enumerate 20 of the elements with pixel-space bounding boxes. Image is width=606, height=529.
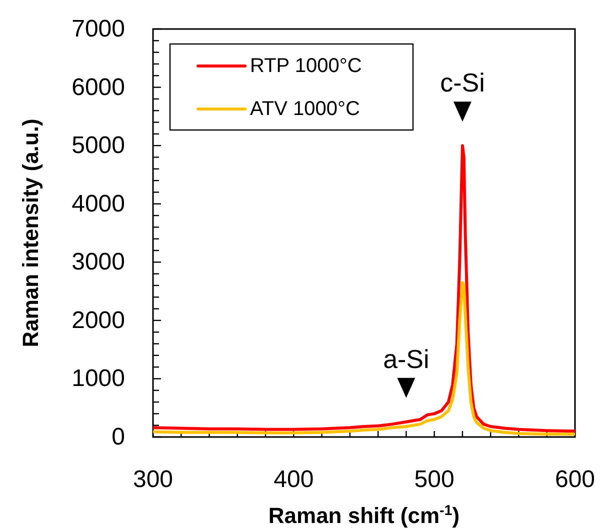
y-tick-label: 3000 (72, 248, 125, 276)
y-tick-label: 6000 (72, 74, 125, 101)
x-tick-label: 300 (132, 466, 174, 493)
x-tick-label: 600 (554, 466, 596, 493)
y-axis-title: Raman intensity (a.u.) (18, 118, 43, 348)
y-tick-label: 7000 (72, 16, 125, 42)
y-tick-label: 4000 (72, 190, 125, 218)
annotation: c-Si (440, 68, 485, 98)
x-tick-label: 400 (274, 466, 314, 493)
y-tick-label: 5000 (72, 132, 125, 160)
y-tick-label: 0 (112, 424, 125, 450)
y-tick-label: 2000 (72, 306, 125, 334)
y-tick-label: 1000 (72, 365, 125, 392)
legend-label: RTP 1000°C (250, 55, 362, 77)
x-axis-title: Raman shift (cm$^{-1}$) (268, 503, 460, 528)
line-series (152, 281, 576, 436)
legend-label: ATV 1000°C (250, 98, 360, 120)
annotation: a-Si (383, 344, 430, 374)
line-series (152, 144, 576, 433)
x-tick-label: 500 (414, 466, 454, 493)
